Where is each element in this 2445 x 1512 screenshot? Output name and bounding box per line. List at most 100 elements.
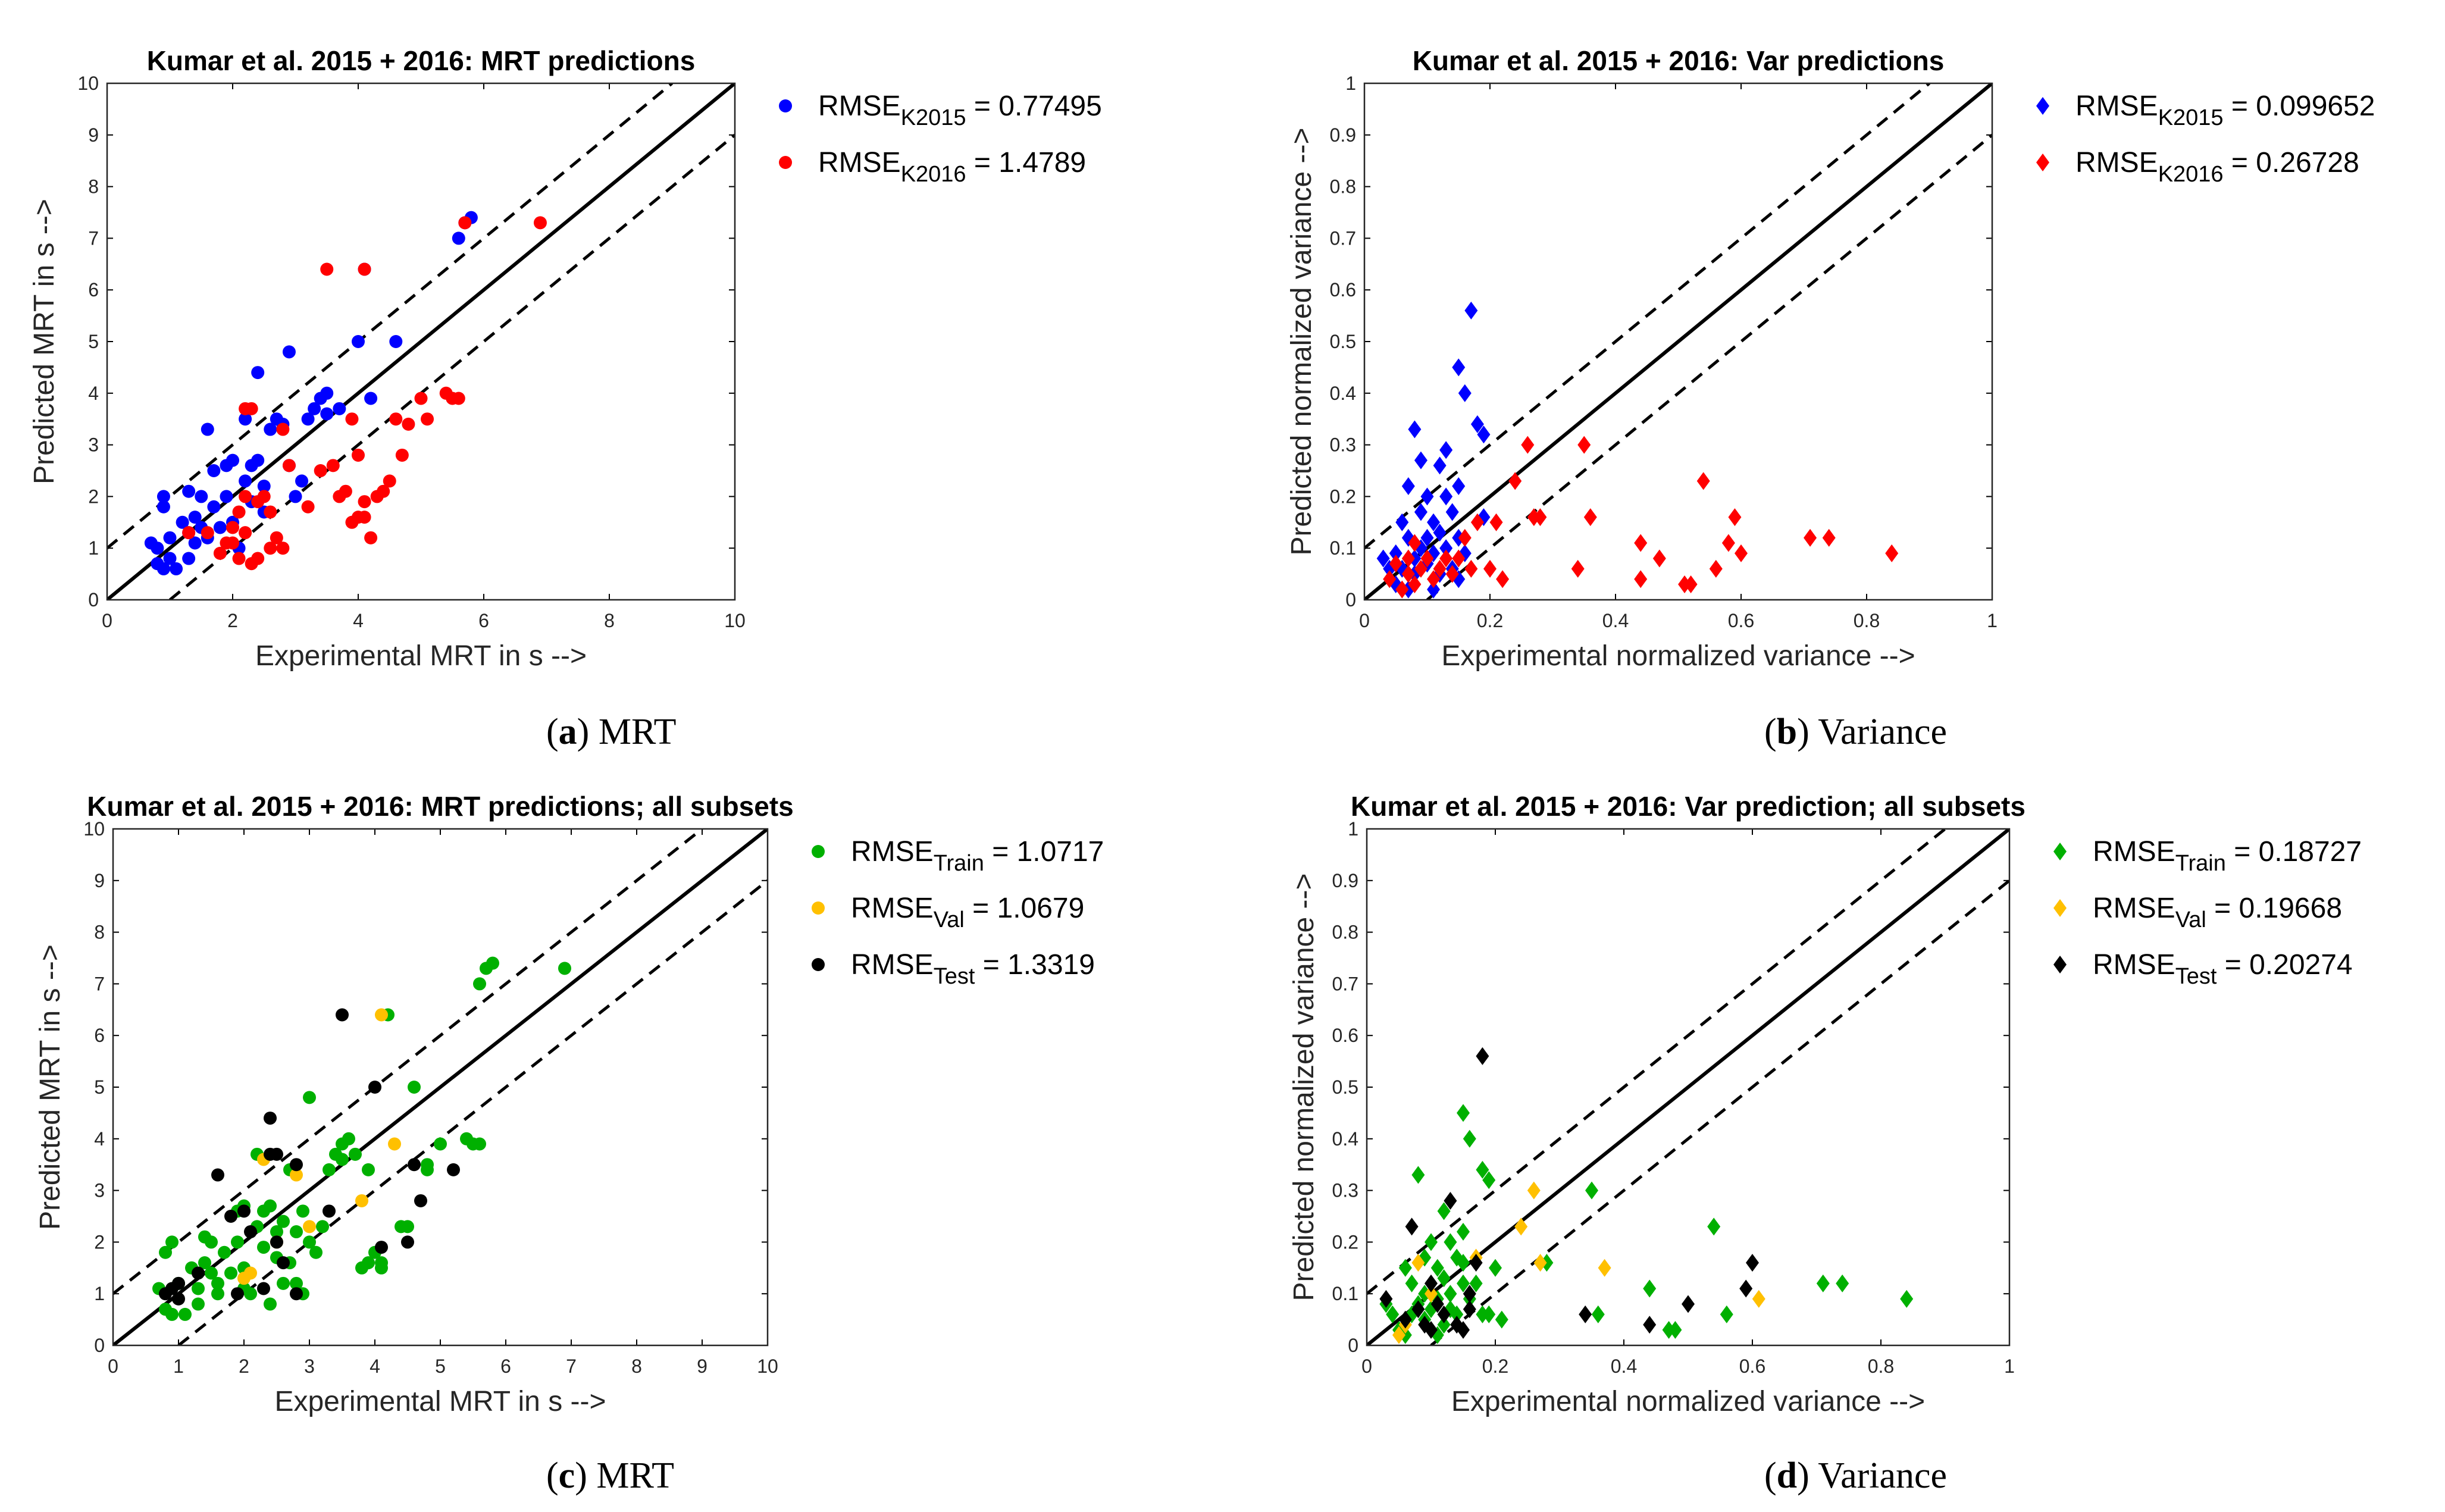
data-point bbox=[1405, 1274, 1419, 1292]
lower-band-line bbox=[1430, 879, 2009, 1345]
data-point bbox=[358, 511, 371, 524]
chart-a-ylabel: Predicted MRT in s --> bbox=[29, 199, 60, 484]
legend-label: RMSEK2016 = 0.26728 bbox=[2075, 147, 2359, 187]
data-point bbox=[364, 531, 378, 544]
series-train bbox=[152, 956, 571, 1321]
data-point bbox=[270, 1235, 283, 1249]
x-tick-label: 5 bbox=[435, 1356, 446, 1377]
chart-d-ylabel: Predicted normalized variance --> bbox=[1288, 874, 1320, 1301]
data-point bbox=[320, 262, 334, 276]
y-tick-label: 0.9 bbox=[1330, 124, 1356, 146]
data-point bbox=[1405, 1217, 1419, 1236]
data-point bbox=[1514, 1217, 1528, 1236]
chart-a-points bbox=[144, 211, 547, 575]
data-point bbox=[218, 1245, 231, 1259]
upper-band-line bbox=[113, 829, 703, 1295]
data-point bbox=[486, 956, 499, 970]
data-point bbox=[179, 1307, 192, 1321]
data-point bbox=[303, 1220, 316, 1234]
data-point bbox=[276, 422, 290, 436]
data-point bbox=[1495, 1310, 1508, 1329]
data-point bbox=[349, 1147, 362, 1161]
data-point bbox=[257, 1241, 270, 1254]
data-point bbox=[1427, 570, 1441, 588]
data-point bbox=[156, 500, 170, 514]
caption-d-letter: (d) bbox=[1764, 1455, 1810, 1496]
data-point bbox=[408, 1081, 421, 1094]
y-tick-label: 10 bbox=[77, 73, 99, 94]
data-point bbox=[336, 1153, 349, 1166]
data-point bbox=[226, 453, 239, 467]
data-point bbox=[352, 335, 365, 348]
data-point bbox=[207, 500, 221, 514]
x-tick-label: 8 bbox=[604, 610, 615, 631]
data-point bbox=[182, 484, 196, 498]
data-point bbox=[270, 531, 283, 544]
data-point bbox=[1728, 508, 1742, 527]
data-point bbox=[1477, 425, 1491, 444]
data-point bbox=[211, 1276, 224, 1290]
y-tick-label: 0.5 bbox=[1330, 331, 1356, 352]
data-point bbox=[1389, 555, 1402, 573]
data-point bbox=[401, 1220, 414, 1234]
data-point bbox=[1469, 1254, 1483, 1272]
x-tick-label: 2 bbox=[227, 610, 238, 631]
data-point bbox=[414, 392, 428, 405]
chart-d-xlabel: Experimental normalized variance --> bbox=[1451, 1386, 1925, 1417]
caption-c: (c) MRT bbox=[546, 1455, 674, 1497]
data-point bbox=[375, 1261, 388, 1275]
legend-label: RMSETrain = 0.18727 bbox=[2093, 836, 2362, 876]
data-point bbox=[1684, 575, 1698, 593]
x-tick-label: 2 bbox=[239, 1356, 249, 1377]
chart-d-axes-box bbox=[1366, 828, 2011, 1347]
data-point bbox=[282, 459, 296, 472]
x-tick-label: 0.2 bbox=[1482, 1356, 1508, 1377]
data-point bbox=[389, 335, 403, 348]
legend-marker bbox=[2053, 899, 2067, 917]
data-point bbox=[176, 515, 189, 529]
data-point bbox=[383, 474, 396, 488]
data-point bbox=[1420, 549, 1434, 568]
data-point bbox=[473, 1137, 486, 1151]
x-tick-label: 0.8 bbox=[1854, 610, 1880, 631]
data-point bbox=[1469, 1274, 1483, 1292]
caption-c-letter: (c) bbox=[546, 1455, 587, 1496]
data-point bbox=[264, 505, 277, 519]
data-point bbox=[1707, 1217, 1721, 1236]
lower-band-line bbox=[1426, 133, 1992, 600]
data-point bbox=[558, 962, 571, 975]
series-train bbox=[1379, 1104, 1914, 1344]
y-tick-label: 3 bbox=[94, 1180, 105, 1201]
data-point bbox=[290, 1158, 303, 1172]
chart-d-points bbox=[1379, 1047, 1914, 1344]
y-tick-label: 0 bbox=[1345, 589, 1356, 611]
y-tick-label: 0.4 bbox=[1332, 1128, 1358, 1150]
data-point bbox=[207, 464, 221, 477]
data-point bbox=[1457, 1223, 1470, 1241]
y-tick-label: 0.4 bbox=[1330, 383, 1356, 404]
x-tick-label: 1 bbox=[1987, 610, 1998, 631]
data-point bbox=[251, 453, 265, 467]
y-tick-label: 0.3 bbox=[1330, 434, 1356, 456]
y-tick-label: 0 bbox=[1348, 1335, 1358, 1356]
data-point bbox=[1439, 549, 1453, 568]
y-tick-label: 1 bbox=[94, 1283, 105, 1304]
data-point bbox=[192, 1266, 205, 1280]
y-tick-label: 0.6 bbox=[1332, 1025, 1358, 1046]
data-point bbox=[182, 526, 196, 540]
data-point bbox=[1489, 1259, 1502, 1277]
data-point bbox=[1437, 1202, 1451, 1220]
data-point bbox=[1643, 1279, 1657, 1298]
data-point bbox=[1444, 1285, 1457, 1303]
data-point bbox=[1463, 1300, 1476, 1319]
legend-marker bbox=[812, 958, 825, 971]
data-point bbox=[264, 1297, 277, 1311]
data-point bbox=[1433, 559, 1447, 578]
data-point bbox=[1533, 508, 1547, 527]
data-point bbox=[1439, 441, 1453, 459]
data-point bbox=[1457, 1254, 1470, 1272]
data-point bbox=[1885, 544, 1899, 562]
data-point bbox=[1408, 575, 1422, 593]
data-point bbox=[264, 541, 277, 555]
x-tick-label: 4 bbox=[353, 610, 364, 631]
